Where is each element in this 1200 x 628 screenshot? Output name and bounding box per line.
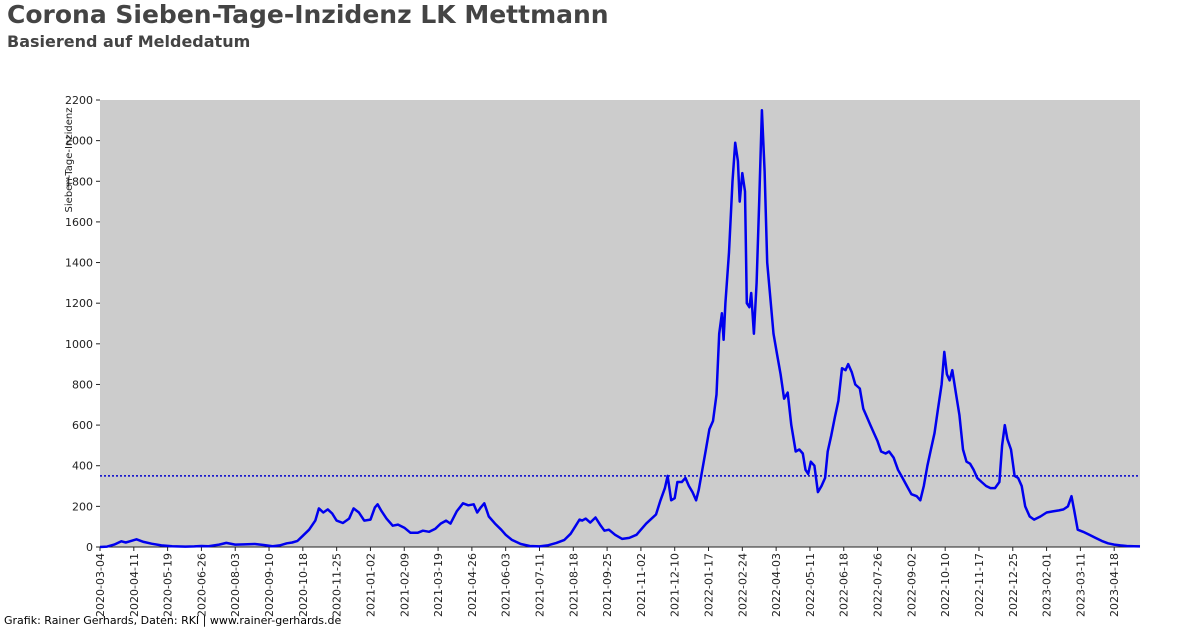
x-tick-label: 2021-02-09 xyxy=(398,553,411,617)
x-tick-label: 2021-03-19 xyxy=(432,553,445,617)
x-tick-label: 2022-05-11 xyxy=(804,553,817,617)
x-tick-label: 2021-09-25 xyxy=(601,553,614,617)
chart-subtitle: Basierend auf Meldedatum xyxy=(7,32,251,51)
x-tick-label: 2020-03-04 xyxy=(94,553,107,617)
y-tick-label: 0 xyxy=(86,541,93,554)
incidence-series-line xyxy=(99,108,1141,549)
plot-area xyxy=(100,100,1140,547)
y-tick-label: 2000 xyxy=(65,135,93,148)
y-tick-label: 1200 xyxy=(65,297,93,310)
x-tick-label: 2022-10-10 xyxy=(939,553,952,617)
y-tick-label: 1400 xyxy=(65,257,93,270)
x-tick-label: 2023-04-18 xyxy=(1108,553,1121,617)
x-tick-label: 2020-08-03 xyxy=(229,553,242,617)
x-tick-label: 2020-05-19 xyxy=(162,553,175,617)
x-tick-label: 2020-10-18 xyxy=(297,553,310,617)
x-tick-label: 2022-12-25 xyxy=(1007,553,1020,617)
y-axis: 0 200 400 600 800 1000 1200 1400 1600 1800 2000 220… xyxy=(65,94,100,554)
x-tick-label: 2022-07-26 xyxy=(872,553,885,617)
y-tick-label: 2200 xyxy=(65,94,93,107)
x-tick-label: 2021-06-03 xyxy=(500,553,513,617)
x-tick-label: 2022-02-24 xyxy=(736,553,749,617)
x-tick-label: 2021-01-02 xyxy=(364,553,377,617)
x-tick-label: 2020-04-11 xyxy=(128,553,141,617)
x-tick-label: 2022-11-17 xyxy=(973,553,986,617)
x-tick-label: 2021-12-10 xyxy=(669,553,682,617)
x-tick-label: 2021-04-26 xyxy=(466,553,479,617)
y-axis-label: Sieben-Tage-Inzidenz xyxy=(64,108,75,213)
x-tick-label: 2021-08-18 xyxy=(567,553,580,617)
y-tick-label: 1600 xyxy=(65,216,93,229)
y-tick-label: 200 xyxy=(72,500,93,513)
x-axis: 2020-03-04 2020-04-11 2020-05-19 2020-06-26… xyxy=(94,546,1140,617)
x-tick-label: 2023-03-11 xyxy=(1074,553,1087,617)
x-tick-label: 2021-11-02 xyxy=(635,553,648,617)
credit-footer: Grafik: Rainer Gerhards, Daten: RKI | ww… xyxy=(4,614,342,627)
y-tick-label: 1000 xyxy=(65,338,93,351)
x-tick-label: 2022-04-03 xyxy=(770,553,783,617)
y-tick-label: 600 xyxy=(72,419,93,432)
y-tick-label: 400 xyxy=(72,460,93,473)
x-tick-label: 2021-07-11 xyxy=(533,553,546,617)
y-tick-label: 1800 xyxy=(65,175,93,188)
x-tick-label: 2023-02-01 xyxy=(1041,553,1054,617)
x-tick-label: 2022-06-18 xyxy=(838,553,851,617)
x-tick-label: 2020-06-26 xyxy=(195,553,208,617)
x-tick-label: 2020-11-25 xyxy=(331,553,344,617)
x-tick-label: 2022-01-17 xyxy=(703,553,716,617)
x-tick-label: 2020-09-10 xyxy=(263,553,276,617)
y-tick-label: 800 xyxy=(72,378,93,391)
x-tick-label: 2022-09-02 xyxy=(905,553,918,617)
chart-title: Corona Sieben-Tage-Inzidenz LK Mettmann xyxy=(7,0,609,29)
